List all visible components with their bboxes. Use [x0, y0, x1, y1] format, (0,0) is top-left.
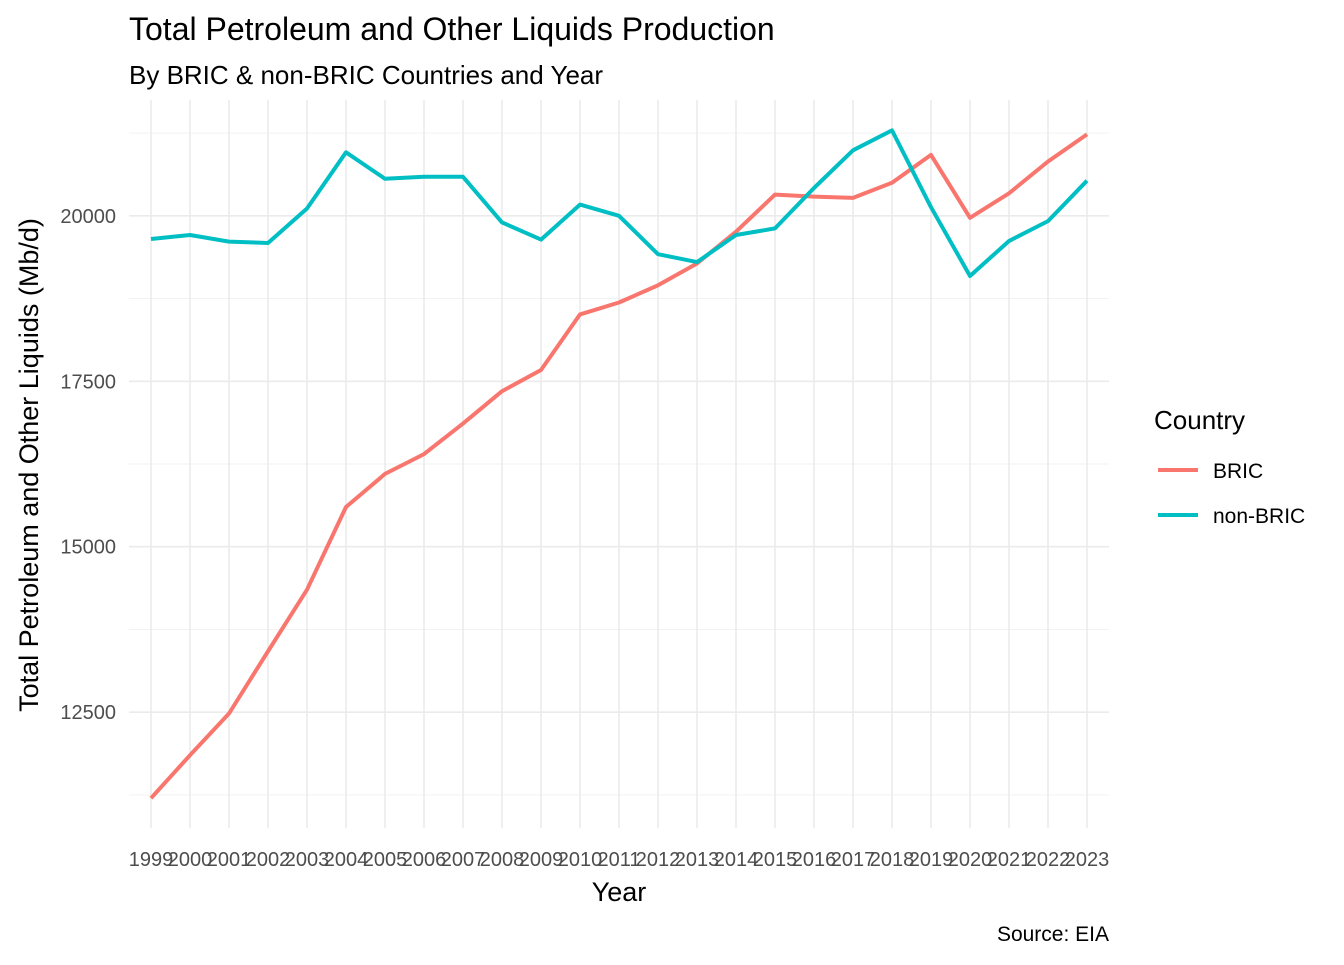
y-tick-label: 17500 — [60, 371, 116, 393]
x-axis-label: Year — [592, 877, 647, 907]
x-tick-label: 2000 — [168, 849, 213, 871]
x-tick-label: 2011 — [597, 849, 640, 871]
y-axis-tick-labels: 12500 15000 17500 20000 — [60, 206, 116, 724]
legend-items: BRIC non-BRIC — [1158, 460, 1305, 528]
y-axis-label: Total Petroleum and Other Liquids (Mb/d) — [14, 218, 44, 712]
legend: Country BRIC non-BRIC — [1154, 405, 1305, 528]
y-tick-label: 15000 — [60, 537, 116, 559]
legend-title: Country — [1154, 405, 1245, 435]
x-tick-label: 2021 — [987, 849, 1032, 871]
series-line-bric — [149, 132, 1089, 800]
chart-caption: Source: EIA — [997, 923, 1109, 946]
x-tick-label: 2006 — [402, 849, 447, 871]
series-line-non-bric — [150, 128, 1089, 278]
chart-subtitle: By BRIC & non-BRIC Countries and Year — [129, 60, 603, 90]
x-axis-tick-labels: 1999200020012002200320042005200620072008… — [129, 849, 1110, 871]
y-tick-label: 20000 — [60, 206, 116, 228]
x-tick-label: 2002 — [246, 849, 291, 871]
x-tick-label: 2018 — [870, 849, 915, 871]
x-tick-label: 2020 — [948, 849, 993, 871]
x-tick-label: 2022 — [1026, 849, 1071, 871]
x-tick-label: 2017 — [831, 849, 876, 871]
x-tick-label: 2013 — [675, 849, 720, 871]
chart-title: Total Petroleum and Other Liquids Produc… — [129, 11, 775, 47]
x-tick-label: 2007 — [441, 849, 486, 871]
x-tick-label: 2012 — [636, 849, 681, 871]
x-tick-label: 2023 — [1065, 849, 1110, 871]
x-tick-label: 2004 — [324, 849, 369, 871]
x-tick-label: 2001 — [207, 849, 252, 871]
x-tick-label: 1999 — [129, 849, 174, 871]
legend-label: BRIC — [1213, 460, 1263, 483]
x-tick-label: 2009 — [519, 849, 564, 871]
x-tick-label: 2014 — [714, 849, 759, 871]
x-tick-label: 2010 — [558, 849, 603, 871]
x-tick-label: 2015 — [753, 849, 798, 871]
x-tick-label: 2008 — [480, 849, 525, 871]
series-lines — [149, 128, 1089, 800]
y-tick-label: 12500 — [60, 702, 116, 724]
x-tick-label: 2019 — [909, 849, 954, 871]
gridlines — [129, 100, 1109, 828]
x-tick-label: 2016 — [792, 849, 837, 871]
x-tick-label: 2003 — [285, 849, 330, 871]
legend-label: non-BRIC — [1213, 505, 1305, 528]
x-tick-label: 2005 — [363, 849, 408, 871]
